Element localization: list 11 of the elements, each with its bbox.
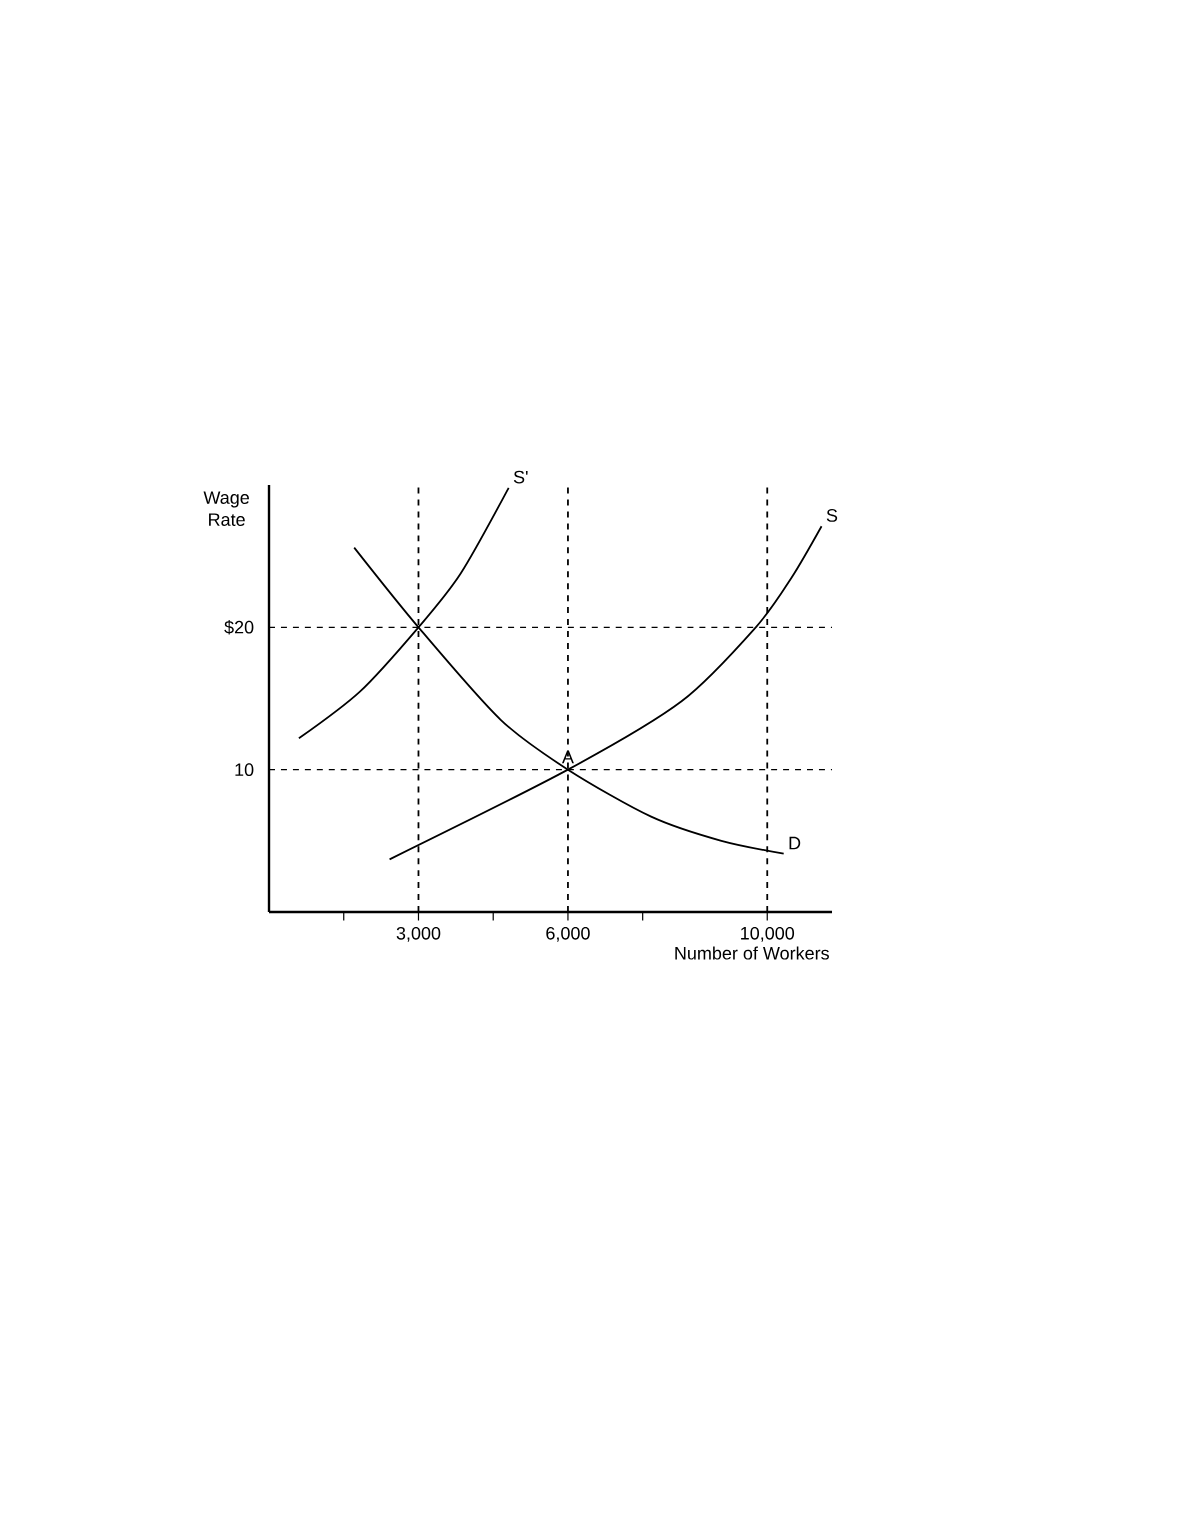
x-tick-label: 3,000: [396, 926, 441, 942]
x-tick-label: 10,000: [741, 926, 795, 942]
series-label: D: [789, 836, 801, 850]
annotation: A: [561, 750, 574, 764]
series-label: S: [826, 509, 838, 522]
y-tick-label: $20: [224, 620, 254, 635]
y-tick-label: 10: [235, 763, 254, 777]
x-tick-label: 6,000: [546, 926, 590, 942]
x-axis-title: Number of Workers: [675, 946, 829, 960]
y-axis-title: Wage Rate: [203, 491, 249, 526]
series-label: S': [513, 470, 528, 484]
